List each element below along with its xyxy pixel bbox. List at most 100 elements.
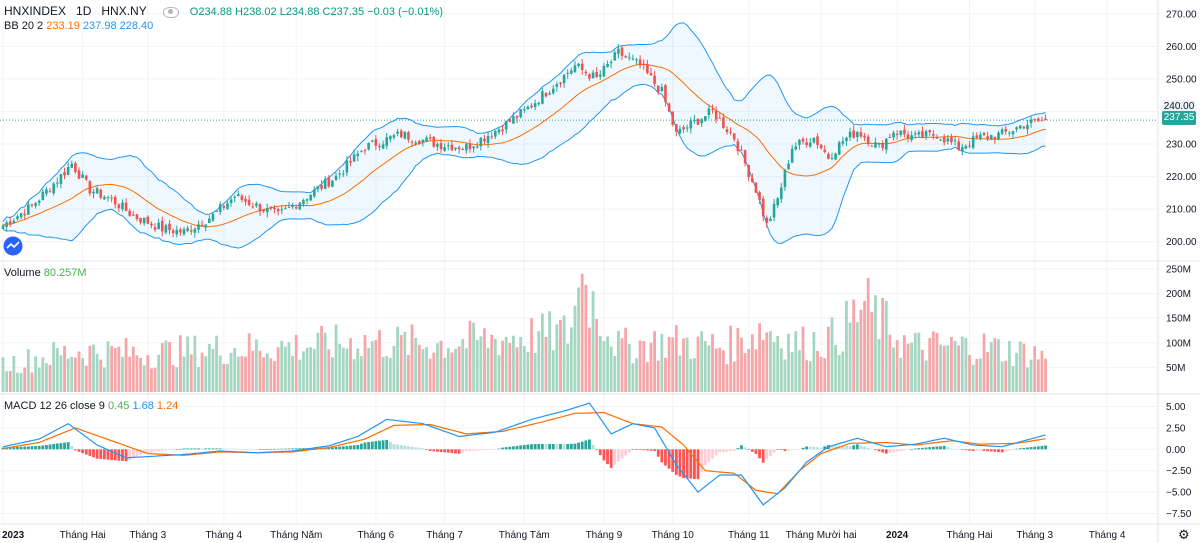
candle (660, 83, 664, 92)
tradingview-logo-icon[interactable] (3, 236, 23, 256)
volume-bar (736, 328, 740, 392)
candle (77, 167, 81, 180)
volume-bar (178, 335, 182, 392)
volume-bar (801, 326, 805, 392)
candle-body (374, 139, 378, 146)
macd-hist-bar (620, 449, 624, 459)
candle (305, 198, 309, 205)
volume-bar (84, 365, 88, 392)
candle-body (841, 141, 845, 144)
candle (888, 133, 892, 139)
macd-hist-bar (1000, 449, 1004, 453)
candle-body (830, 157, 834, 159)
candle-body (121, 202, 124, 210)
candle-body (617, 48, 620, 54)
candle (327, 174, 331, 188)
macd-hist-bar (674, 449, 678, 475)
volume-legend[interactable]: Volume 80.257M (4, 266, 87, 280)
macd-hist-bar (501, 447, 504, 450)
volume-tick-label: 50M (1166, 363, 1185, 374)
candle (374, 134, 378, 151)
candle (961, 143, 964, 156)
volume-bar (631, 363, 635, 392)
macd-hist-bar (378, 440, 381, 450)
candle-body (378, 145, 381, 148)
volume-bar (892, 347, 895, 392)
eye-icon[interactable] (162, 6, 179, 18)
candle-body (291, 205, 294, 207)
volume-bar (294, 334, 298, 392)
time-tick-label: Tháng 3 (129, 530, 166, 541)
candle-body (280, 209, 284, 211)
bb-lower-value: 228.40 (119, 20, 154, 32)
macd-hist-bar (1044, 445, 1047, 450)
candle-body (892, 132, 895, 138)
candle-body (385, 137, 389, 146)
macd-hist-bar (638, 449, 642, 450)
candle (599, 70, 602, 80)
candle-body (696, 118, 700, 125)
macd-hist-bar (656, 449, 660, 457)
candle-body (1, 225, 5, 229)
volume-bar (834, 344, 837, 392)
interval-label[interactable]: 1D (76, 4, 92, 18)
volume-bar (685, 337, 689, 392)
candle-body (341, 173, 345, 175)
macd-hist-bar (157, 449, 161, 452)
macd-hist-bar (312, 447, 316, 450)
macd-hist-bar (294, 448, 298, 450)
candle (439, 138, 443, 153)
volume-bar (761, 339, 765, 392)
macd-legend[interactable]: MACD 12 26 close 9 0.45 1.68 1.24 (4, 399, 178, 413)
macd-hist-bar (193, 448, 197, 450)
macd-hist-bar (1018, 448, 1022, 450)
candle-body (588, 74, 591, 79)
exchange-label: HNX.NY (101, 4, 147, 18)
candle-body (711, 109, 714, 111)
candle (848, 127, 852, 142)
candle-body (942, 137, 946, 143)
candle-body (606, 64, 609, 67)
macd-hist-bar (997, 449, 1000, 453)
candle (819, 144, 823, 150)
macd-hist-bar (852, 445, 856, 450)
candle (403, 131, 407, 140)
macd-hist-bar (602, 449, 606, 461)
macd-hist-bar (262, 449, 266, 450)
candle (302, 198, 305, 207)
volume-bar (446, 348, 450, 392)
open-value: O234.88 (189, 6, 232, 18)
candle (743, 149, 747, 167)
candle-body (479, 137, 483, 147)
candle-body (302, 200, 305, 205)
macd-hist-bar (345, 445, 349, 450)
volume-bar (678, 355, 682, 392)
candle (624, 54, 627, 59)
volume-bar (23, 367, 27, 392)
macd-hist-bar (794, 449, 798, 450)
candle (881, 140, 884, 151)
candle (381, 140, 385, 150)
candle (200, 220, 204, 227)
candle-body (204, 224, 208, 228)
candle-body (472, 146, 475, 149)
volume-bar (88, 345, 92, 392)
candle-body (450, 144, 454, 151)
candle (56, 177, 59, 188)
bb-legend[interactable]: BB 20 2 233.19 237.98 228.40 (4, 19, 153, 33)
macd-hist-bar (218, 448, 222, 450)
volume-bar (884, 300, 888, 392)
volume-bar (479, 336, 483, 392)
macd-hist-bar (189, 448, 193, 450)
macd-hist-bar (693, 449, 696, 479)
candle-body (852, 130, 855, 138)
candle-body (88, 181, 92, 194)
time-tick-label: 2024 (886, 530, 909, 541)
macd-hist-bar (1007, 449, 1011, 451)
candle (993, 136, 997, 145)
candle (884, 137, 888, 154)
candle (197, 220, 200, 234)
volume-bar (754, 349, 758, 392)
gear-icon[interactable]: ⚙ (1178, 527, 1190, 542)
